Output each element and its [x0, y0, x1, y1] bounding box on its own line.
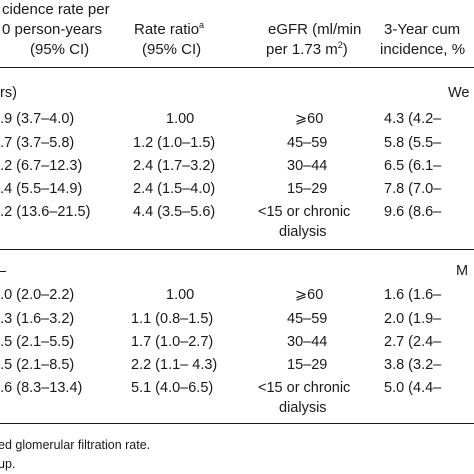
cum-cell: 2.0 (1.9–: [384, 311, 442, 327]
header-rule: [0, 67, 474, 68]
ratio-cell: 1.2 (1.0–1.5): [133, 135, 216, 151]
incidence-cell: 10.6 (8.3–13.4): [0, 380, 83, 396]
incidence-cell: 2.3 (1.6–3.2): [0, 311, 75, 327]
egfr-cell: 45–59: [287, 135, 328, 151]
cum-cell: 6.5 (6.1–: [384, 158, 442, 174]
ratio-cell: 5.1 (4.0–6.5): [131, 380, 214, 396]
section-2-right-label: M: [456, 263, 469, 279]
cum-cell: 2.7 (2.4–: [384, 334, 442, 350]
col-egfr-header-2: per 1.73 m2): [266, 40, 348, 59]
footnote-2: up.: [0, 457, 16, 471]
col-incidence-header-2: 0 person-years: [2, 21, 103, 38]
ratio-cell: 2.4 (1.7–3.2): [133, 158, 216, 174]
cum-cell: 3.8 (3.2–: [384, 357, 442, 373]
section-2-marker: [0, 271, 6, 272]
incidence-cell: 17.2 (13.6–21.5): [0, 204, 91, 220]
egfr-cell-line2: dialysis: [279, 224, 327, 240]
col-cum-header-1: 3-Year cum: [384, 21, 461, 38]
ratio-cell: 1.00: [166, 111, 195, 127]
ratio-cell: 1.7 (1.0–2.7): [131, 334, 214, 350]
incidence-cell: 9.2 (6.7–12.3): [0, 158, 83, 174]
incidence-cell: 3.9 (3.7–4.0): [0, 111, 75, 127]
section-divider: [0, 249, 474, 250]
ratio-cell: 4.4 (3.5–5.6): [133, 204, 216, 220]
col-ratio-header-2: (95% CI): [142, 41, 202, 58]
cum-cell: 9.6 (8.6–: [384, 204, 442, 220]
cum-cell: 1.6 (1.6–: [384, 287, 442, 303]
egfr-cell: ⩾60: [295, 287, 324, 303]
col-cum-header-2: incidence, %: [380, 41, 466, 58]
ratio-cell: 1.00: [166, 287, 195, 303]
cum-cell: 5.0 (4.4–: [384, 380, 442, 396]
col-incidence-header-3: (95% CI): [30, 41, 90, 58]
ratio-cell: 1.1 (0.8–1.5): [131, 311, 214, 327]
col-egfr-header-1: eGFR (ml/min: [268, 21, 362, 38]
incidence-cell: 3.5 (2.1–5.5): [0, 334, 75, 350]
egfr-cell: 30–44: [287, 334, 328, 350]
incidence-cell: 4.7 (3.7–5.8): [0, 135, 75, 151]
incidence-cell: 4.5 (2.1–8.5): [0, 357, 75, 373]
table-bottom-rule: [0, 423, 474, 424]
footnote-1: ed glomerular filtration rate.: [0, 438, 151, 452]
cum-cell: 7.8 (7.0–: [384, 181, 442, 197]
ratio-cell: 2.4 (1.5–4.0): [133, 181, 216, 197]
egfr-cell-line2: dialysis: [279, 400, 327, 416]
section-1-label: rs): [0, 85, 17, 101]
egfr-cell: <15 or chronic: [258, 204, 351, 220]
egfr-cell: <15 or chronic: [258, 380, 351, 396]
egfr-cell: 45–59: [287, 311, 328, 327]
incidence-cell: 2.0 (2.0–2.2): [0, 287, 75, 303]
incidence-cell: 9.4 (5.5–14.9): [0, 181, 83, 197]
egfr-cell: 30–44: [287, 158, 328, 174]
egfr-cell: 15–29: [287, 181, 328, 197]
col-incidence-header-1: cidence rate per: [2, 1, 110, 18]
col-ratio-header-1: Rate ratioa: [134, 20, 205, 39]
egfr-cell: ⩾60: [295, 111, 324, 127]
cum-cell: 4.3 (4.2–: [384, 111, 442, 127]
ratio-cell: 2.2 (1.1– 4.3): [131, 357, 218, 373]
cum-cell: 5.8 (5.5–: [384, 135, 442, 151]
section-1-right-label: We: [448, 85, 470, 101]
egfr-cell: 15–29: [287, 357, 328, 373]
